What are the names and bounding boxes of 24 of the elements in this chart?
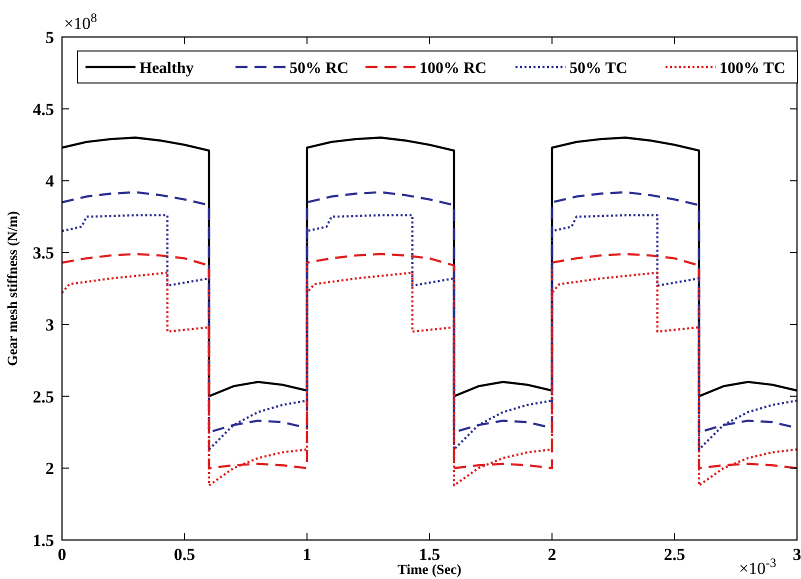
x-tick-label: 3 <box>792 545 801 564</box>
y-tick-label: 4.5 <box>32 100 54 119</box>
legend-label: 100% TC <box>720 60 786 77</box>
legend-label: 50% RC <box>290 60 349 77</box>
text: ×10$^{8}$ <box>64 11 97 33</box>
y-tick-label: 2 <box>46 459 54 478</box>
y-axis-title: Gear mesh stiffness (N/m) <box>6 210 21 366</box>
x-tick-label: 2.5 <box>664 545 686 564</box>
x-tick-label: 2 <box>548 545 556 564</box>
text: ×10$^{-3}$ <box>739 556 776 578</box>
x-tick-label: 0 <box>58 545 66 564</box>
x-tick-label: 1 <box>302 545 312 564</box>
legend-label: 50% TC <box>570 60 628 77</box>
x-tick-label: 1.5 <box>418 545 440 564</box>
y-tick-label: 2.5 <box>32 387 54 406</box>
y-tick-label: 1.5 <box>32 531 54 550</box>
legend-label: Healthy <box>140 60 194 77</box>
x-tick-label: 0.5 <box>174 545 196 564</box>
x-axis-title: Time (Sec) <box>398 563 462 578</box>
legend-label: 100% RC <box>420 60 487 77</box>
y-tick-label: 4 <box>46 172 54 191</box>
y-tick-label: 5 <box>46 28 54 47</box>
y-tick-label: 3 <box>46 315 54 334</box>
y-tick-label: 3.5 <box>32 244 54 263</box>
